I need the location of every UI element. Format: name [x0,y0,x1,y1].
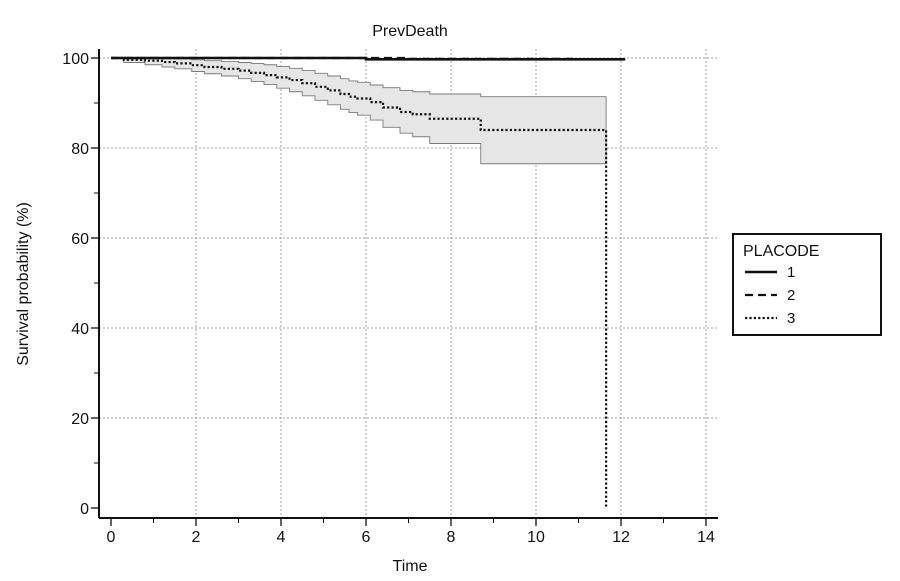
y-axis-title: Survival probability (%) [15,202,32,366]
y-tick-label: 40 [71,321,89,338]
legend-label-1: 1 [787,264,795,281]
x-axis-title: Time [393,558,428,575]
x-tick-label: 6 [362,529,371,546]
grid-layer [99,49,718,518]
x-tick-label: 0 [107,529,116,546]
y-tick-label: 100 [62,51,89,68]
series-layer [111,56,626,508]
x-tick-label: 14 [697,529,715,546]
confidence-band-layer [111,57,607,165]
x-tick-label: 8 [447,529,456,546]
y-tick-label: 20 [71,411,89,428]
x-tick-label: 4 [277,529,286,546]
axis-layer: 0 2 4 6 8 10 12 14 0 20 40 60 80 100 [62,49,718,546]
x-tick-label: 12 [612,529,630,546]
legend-label-2: 2 [787,287,795,304]
x-tick-label: 2 [192,529,201,546]
series-line-2 [111,56,575,60]
series-line-1 [111,56,626,61]
x-tick-label: 10 [527,529,545,546]
y-tick-label: 80 [71,141,89,158]
legend-box [732,233,882,336]
legend-title: PLACODE [743,243,819,260]
series-line-3 [111,56,608,508]
legend-label-3: 3 [787,310,795,327]
y-tick-label: 60 [71,231,89,248]
confidence-band-series-3 [111,57,607,165]
legend: PLACODE 1 2 3 [732,233,882,336]
y-tick-label: 0 [80,501,89,518]
chart-title: PrevDeath [372,23,448,40]
